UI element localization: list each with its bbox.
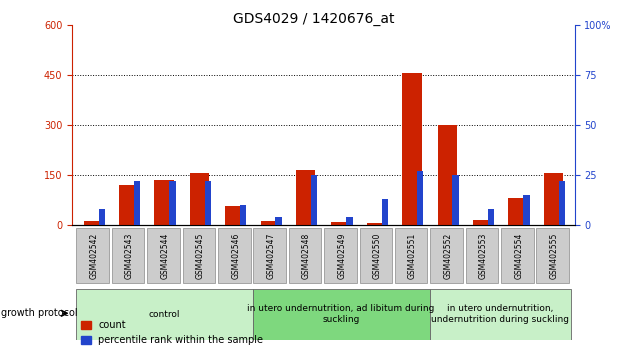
Bar <box>84 222 103 225</box>
Bar <box>296 170 315 225</box>
FancyBboxPatch shape <box>289 228 322 283</box>
Bar <box>523 195 529 225</box>
Legend: count, percentile rank within the sample: count, percentile rank within the sample <box>77 316 268 349</box>
Text: GSM402544: GSM402544 <box>160 233 170 279</box>
Bar <box>558 181 565 225</box>
Bar <box>154 180 174 225</box>
Text: control: control <box>148 310 180 319</box>
Text: GSM402543: GSM402543 <box>125 233 134 279</box>
Text: GSM402552: GSM402552 <box>443 233 452 279</box>
FancyBboxPatch shape <box>77 228 109 283</box>
Text: GSM402545: GSM402545 <box>196 233 205 279</box>
FancyBboxPatch shape <box>112 228 144 283</box>
FancyBboxPatch shape <box>147 228 180 283</box>
FancyBboxPatch shape <box>183 228 215 283</box>
Text: growth protocol: growth protocol <box>1 308 78 318</box>
Text: in utero undernutrition,
undernutrition during suckling: in utero undernutrition, undernutrition … <box>431 304 570 324</box>
FancyBboxPatch shape <box>218 228 251 283</box>
FancyBboxPatch shape <box>465 228 498 283</box>
Bar <box>508 198 528 225</box>
FancyBboxPatch shape <box>252 289 430 340</box>
Bar <box>311 175 317 225</box>
Bar <box>99 209 105 225</box>
FancyBboxPatch shape <box>501 228 534 283</box>
Bar <box>170 181 176 225</box>
Bar <box>473 220 492 225</box>
Bar <box>417 171 423 225</box>
Bar <box>488 209 494 225</box>
FancyBboxPatch shape <box>536 228 569 283</box>
Text: GSM402555: GSM402555 <box>550 233 558 279</box>
Bar <box>276 217 282 225</box>
Text: GDS4029 / 1420676_at: GDS4029 / 1420676_at <box>233 12 395 27</box>
Bar <box>332 222 351 225</box>
Text: GSM402554: GSM402554 <box>514 233 523 279</box>
Text: in utero undernutrition, ad libitum during
suckling: in utero undernutrition, ad libitum duri… <box>247 304 435 324</box>
Bar <box>119 185 139 225</box>
Bar <box>402 73 421 225</box>
Bar <box>438 125 457 225</box>
FancyBboxPatch shape <box>76 289 252 340</box>
Text: GSM402550: GSM402550 <box>372 233 382 279</box>
Bar <box>382 199 388 225</box>
Text: GSM402549: GSM402549 <box>337 233 346 279</box>
Text: GSM402553: GSM402553 <box>479 233 488 279</box>
FancyBboxPatch shape <box>324 228 357 283</box>
Bar <box>240 205 246 225</box>
Text: GSM402542: GSM402542 <box>90 233 99 279</box>
Bar <box>452 175 458 225</box>
Text: GSM402551: GSM402551 <box>408 233 417 279</box>
Text: GSM402547: GSM402547 <box>266 233 276 279</box>
Bar <box>225 206 245 225</box>
Bar <box>544 173 563 225</box>
FancyBboxPatch shape <box>430 228 463 283</box>
Bar <box>205 181 211 225</box>
FancyBboxPatch shape <box>395 228 428 283</box>
Bar <box>346 217 352 225</box>
FancyBboxPatch shape <box>430 289 571 340</box>
FancyBboxPatch shape <box>359 228 392 283</box>
Text: GSM402546: GSM402546 <box>231 233 240 279</box>
FancyBboxPatch shape <box>253 228 286 283</box>
Text: GSM402548: GSM402548 <box>302 233 311 279</box>
Bar <box>367 223 386 225</box>
Bar <box>134 181 140 225</box>
Bar <box>190 173 209 225</box>
Bar <box>261 222 280 225</box>
